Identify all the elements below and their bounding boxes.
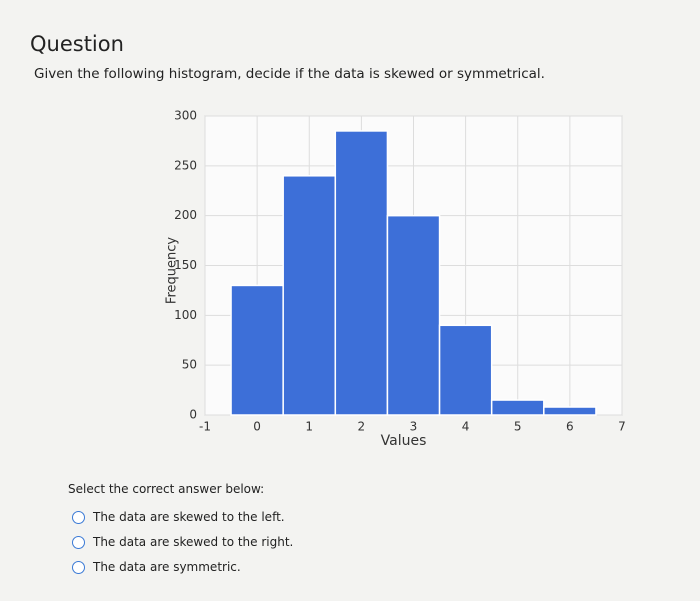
bar [230,284,284,416]
x-axis-label: Values [381,433,427,449]
x-tick-label: 4 [462,420,470,434]
title: Question [30,32,124,56]
y-tick-label: 200 [174,208,197,222]
x-tick-label: 3 [410,420,418,434]
answer-prompt: Select the correct answer below: [68,482,265,496]
radio-button[interactable] [72,560,85,574]
bar [334,130,389,416]
bar [386,214,441,416]
bar [282,175,337,416]
x-tick-label: 2 [358,420,366,434]
radio-button[interactable] [72,510,85,524]
y-tick-label: 250 [174,158,197,172]
bar [543,406,597,416]
y-tick-label: 0 [189,408,197,422]
radio-button[interactable] [72,535,85,549]
y-tick-label: 150 [174,258,197,272]
bar [438,324,493,416]
y-tick-label: 50 [182,358,197,372]
x-tick-label: 0 [253,420,261,434]
option-text: The data are skewed to the right. [93,535,294,549]
y-tick-label: 100 [174,308,197,322]
bar [490,399,545,416]
question-text: Given the following histogram, decide if… [34,66,545,82]
x-tick-label: 7 [618,420,626,434]
option-text: The data are symmetric. [93,560,241,574]
y-axis-label: Frequency [165,237,180,304]
y-tick-label: 300 [174,109,197,123]
answer-option[interactable]: The data are skewed to the left. [72,510,285,524]
x-tick-label: 5 [514,420,522,434]
x-tick-label: 6 [566,420,574,434]
x-tick-label: 1 [305,420,313,434]
answer-option[interactable]: The data are skewed to the right. [72,535,293,549]
answer-option[interactable]: The data are symmetric. [72,560,241,574]
option-text: The data are skewed to the left. [93,510,285,524]
x-tick-label: -1 [199,420,211,434]
